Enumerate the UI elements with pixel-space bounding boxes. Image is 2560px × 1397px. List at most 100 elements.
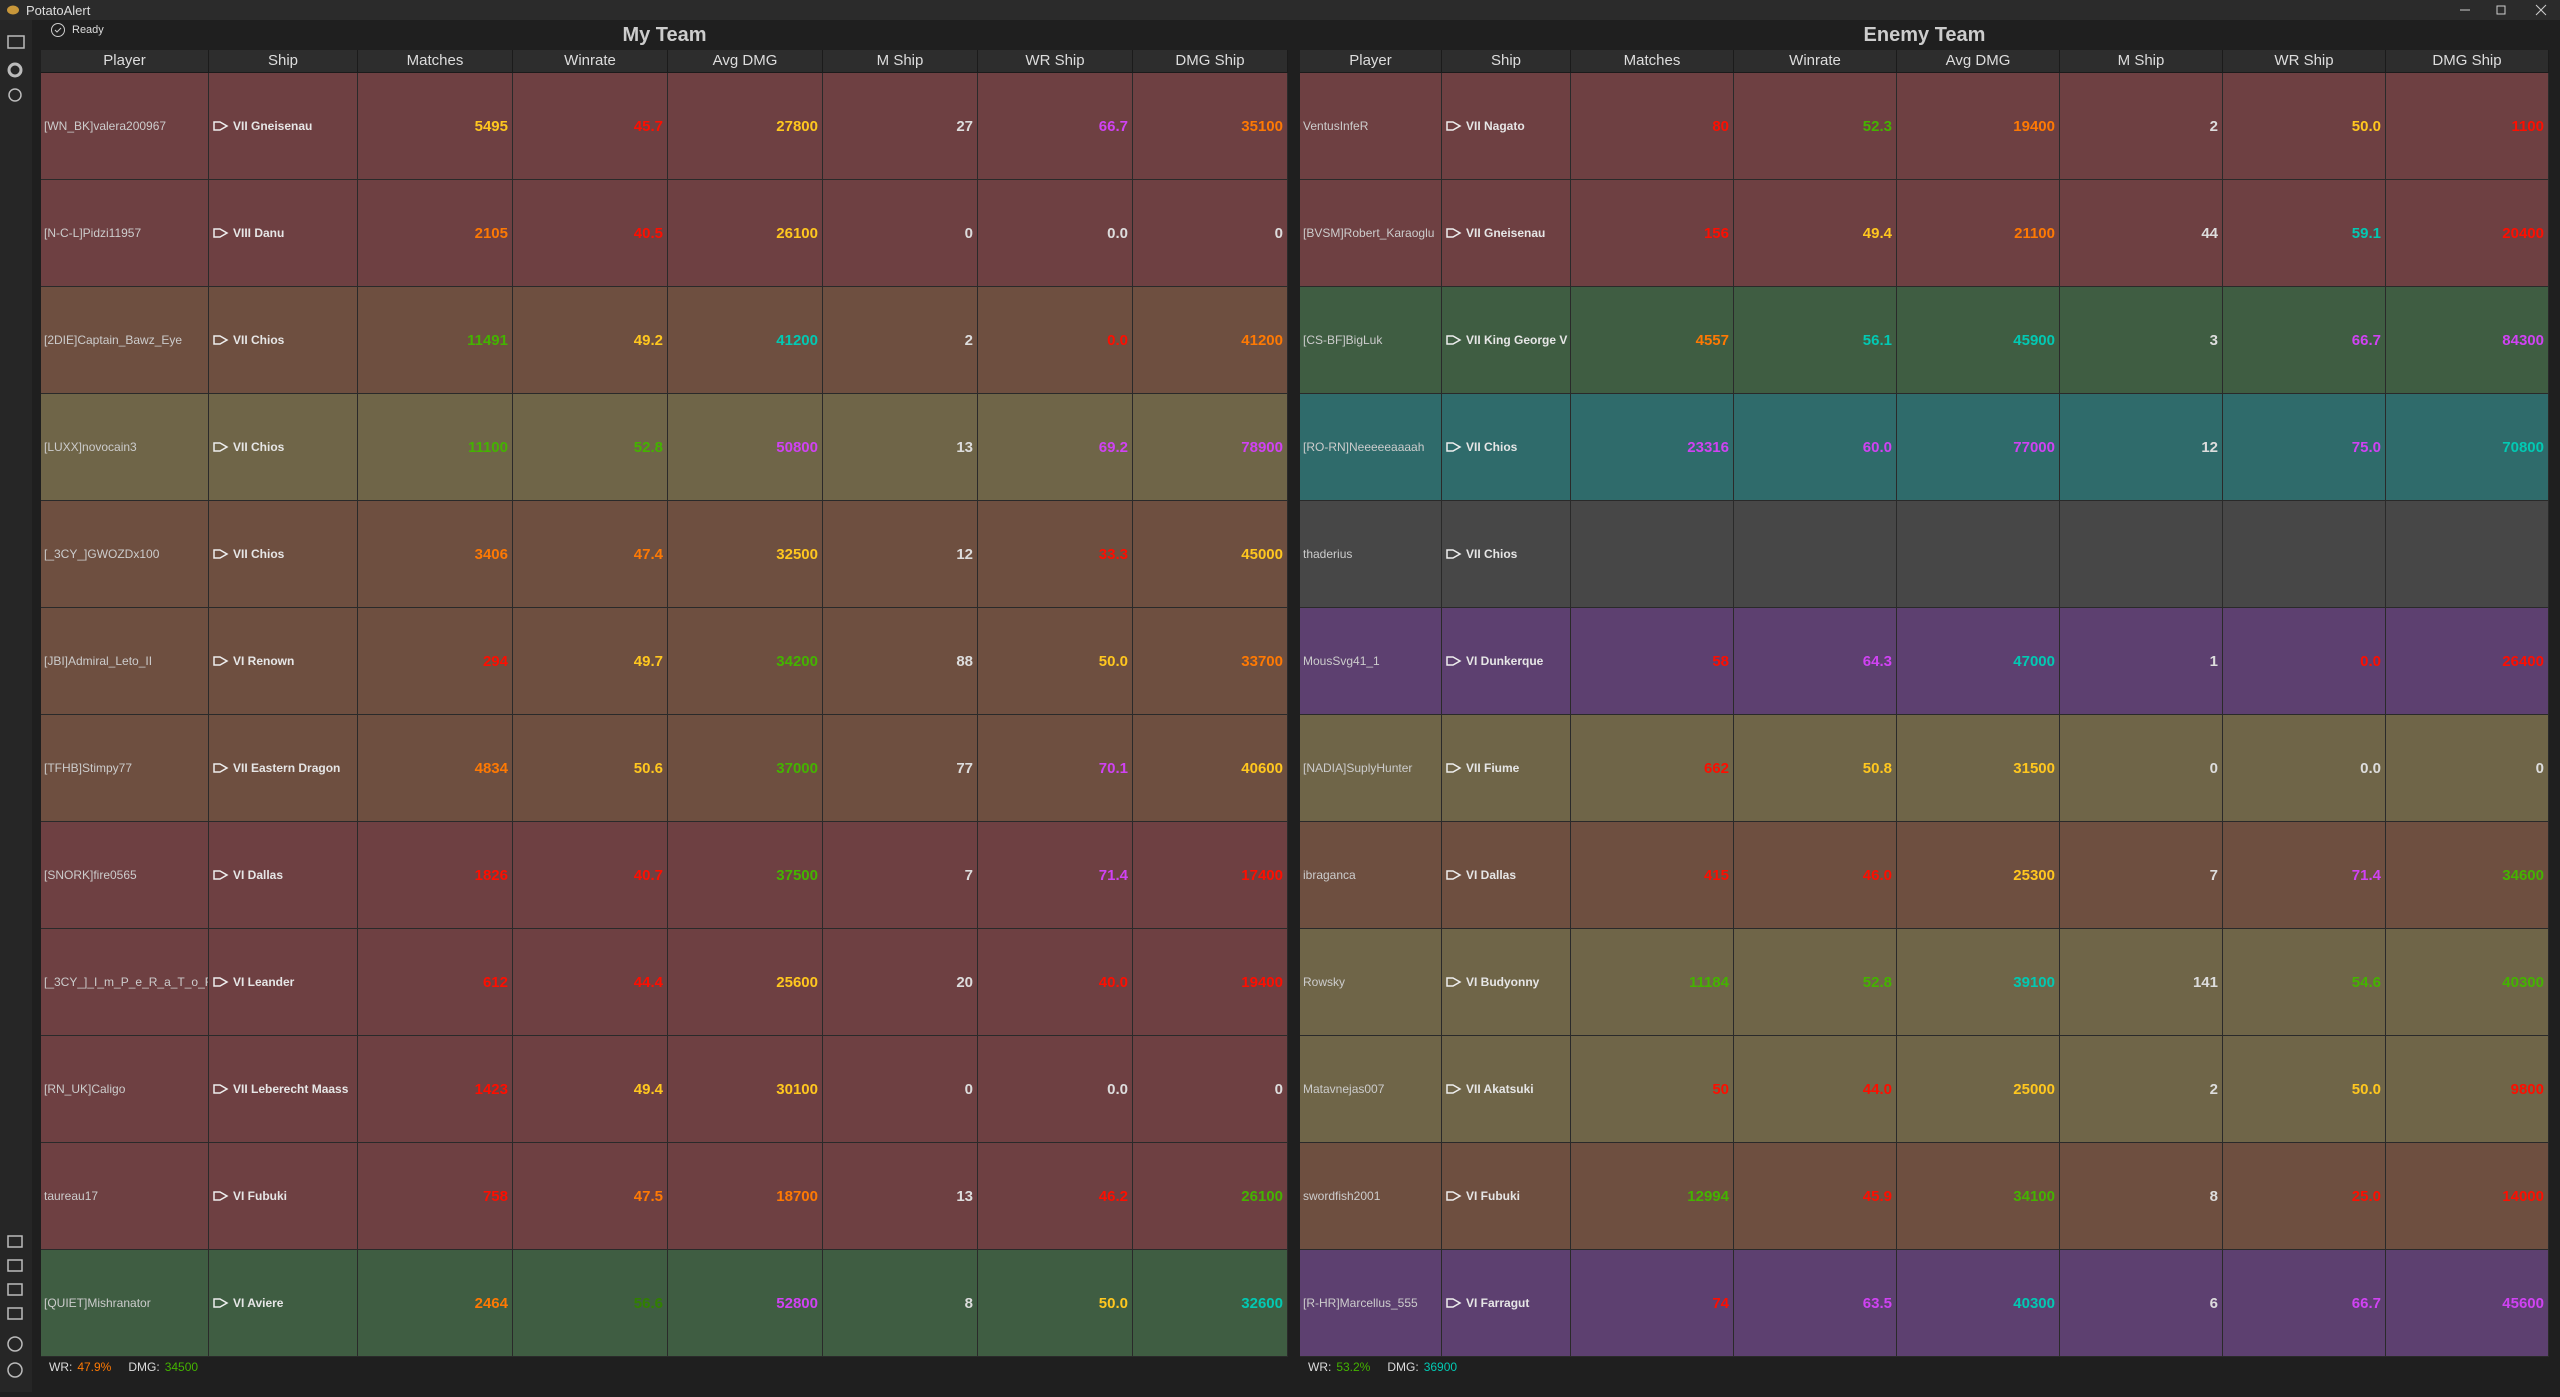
player-cell: VentusInfeR bbox=[1300, 73, 1442, 180]
stat-cell: 35100 bbox=[1133, 73, 1288, 180]
player-name: [TFHB]Stimpy77 bbox=[44, 761, 133, 775]
ship-class-icon bbox=[213, 442, 229, 452]
column-header: Ship bbox=[209, 50, 358, 73]
stat-cell: 32600 bbox=[1133, 1250, 1288, 1357]
stat-value: 40300 bbox=[2502, 973, 2544, 991]
stat-cell: 26100 bbox=[668, 180, 823, 287]
stat-value: 30100 bbox=[776, 1080, 818, 1098]
stat-cell: 0 bbox=[823, 180, 978, 287]
stat-value: 88 bbox=[956, 652, 973, 670]
stat-cell: 45.9 bbox=[1734, 1143, 1897, 1250]
stat-cell: 7 bbox=[823, 822, 978, 929]
sidebar-icons[interactable] bbox=[0, 20, 32, 1392]
stat-value: 40300 bbox=[2013, 1294, 2055, 1312]
stat-value: 66.7 bbox=[2351, 331, 2381, 349]
player-name: [RN_UK]Caligo bbox=[44, 1082, 126, 1096]
stat-cell bbox=[2060, 501, 2223, 608]
stat-value: 45.7 bbox=[633, 117, 663, 135]
stat-value: 0.0 bbox=[2360, 652, 2381, 670]
stat-cell: 11491 bbox=[358, 287, 513, 394]
ship-cell: VII Nagato bbox=[1442, 73, 1571, 180]
stat-value: 44.4 bbox=[633, 973, 663, 991]
stat-value: 25000 bbox=[2013, 1080, 2055, 1098]
window-controls[interactable] bbox=[2450, 0, 2560, 20]
stat-value: 26100 bbox=[1241, 1187, 1283, 1205]
stat-cell: 50.0 bbox=[978, 1250, 1133, 1357]
ship-cell: VI Farragut bbox=[1442, 1250, 1571, 1357]
ship-cell: VII Fiume bbox=[1442, 715, 1571, 822]
stat-cell: 25600 bbox=[668, 929, 823, 1036]
stat-cell: 8 bbox=[2060, 1143, 2223, 1250]
app-icon bbox=[7, 5, 19, 15]
ship-class-icon bbox=[213, 656, 229, 666]
stat-value: 6 bbox=[2209, 1294, 2218, 1312]
stat-value: 71.4 bbox=[1098, 866, 1128, 884]
stat-value: 0 bbox=[1274, 224, 1283, 242]
stat-cell: 1 bbox=[2060, 608, 2223, 715]
stat-value: 27800 bbox=[776, 117, 818, 135]
stat-cell: 64.3 bbox=[1734, 608, 1897, 715]
stat-value: 58 bbox=[1712, 652, 1729, 670]
player-name: [LUXX]novocain3 bbox=[44, 440, 137, 454]
ship-name: VI Farragut bbox=[1466, 1296, 1530, 1310]
player-cell: [RN_UK]Caligo bbox=[41, 1036, 209, 1143]
stat-value: 31500 bbox=[2013, 759, 2055, 777]
stat-cell: 25.0 bbox=[2223, 1143, 2386, 1250]
stat-cell: 46.2 bbox=[978, 1143, 1133, 1250]
player-name: [RO-RN]Neeeeeaaaah bbox=[1303, 440, 1425, 454]
stats-table: Player Ship Matches Winrate Avg DMG M Ship WR … bbox=[1300, 50, 2549, 1357]
stat-cell: 19400 bbox=[1133, 929, 1288, 1036]
ship-cell: VI Renown bbox=[209, 608, 358, 715]
stat-cell: 26100 bbox=[1133, 1143, 1288, 1250]
column-header: WR Ship bbox=[2223, 50, 2386, 73]
stat-cell: 88 bbox=[823, 608, 978, 715]
stat-value: 44.0 bbox=[1862, 1080, 1892, 1098]
stat-cell: 3 bbox=[2060, 287, 2223, 394]
stat-value: 0 bbox=[964, 1080, 973, 1098]
stat-cell: 0 bbox=[823, 1036, 978, 1143]
stat-cell: 45000 bbox=[1133, 501, 1288, 608]
ship-name: VII Fiume bbox=[1466, 761, 1520, 775]
column-header: Winrate bbox=[1734, 50, 1897, 73]
player-name: [N-C-L]Pidzi11957 bbox=[44, 226, 142, 240]
stat-cell: 415 bbox=[1571, 822, 1734, 929]
stat-value: 26100 bbox=[776, 224, 818, 242]
stat-cell: 0.0 bbox=[978, 180, 1133, 287]
ship-cell: VI Leander bbox=[209, 929, 358, 1036]
column-header: DMG Ship bbox=[1133, 50, 1288, 73]
team-title: My Team bbox=[622, 24, 707, 46]
footer-dmg: 36900 bbox=[1423, 1360, 1458, 1374]
stat-cell: 13 bbox=[823, 1143, 978, 1250]
stat-value: 49.7 bbox=[633, 652, 663, 670]
ship-class-icon bbox=[1446, 763, 1462, 773]
ship-cell: VII Chios bbox=[209, 501, 358, 608]
player-name: ibraganca bbox=[1303, 868, 1356, 882]
stat-value: 0 bbox=[2209, 759, 2218, 777]
ship-class-icon bbox=[213, 1084, 229, 1094]
ship-class-icon bbox=[1446, 1084, 1462, 1094]
stat-cell: 46.0 bbox=[1734, 822, 1897, 929]
player-cell: swordfish2001 bbox=[1300, 1143, 1442, 1250]
stat-value: 0.0 bbox=[1107, 1080, 1128, 1098]
stat-cell: 77 bbox=[823, 715, 978, 822]
status: Ready bbox=[50, 22, 104, 38]
stat-value: 7 bbox=[964, 866, 973, 884]
stat-cell: 40300 bbox=[2386, 929, 2549, 1036]
footer-wr: 47.9% bbox=[77, 1360, 112, 1374]
stat-cell: 47000 bbox=[1897, 608, 2060, 715]
stat-value: 80 bbox=[1712, 117, 1729, 135]
player-name: swordfish2001 bbox=[1303, 1189, 1381, 1203]
stat-value: 2 bbox=[2209, 117, 2218, 135]
player-name: [NADIA]SuplyHunter bbox=[1303, 761, 1413, 775]
stat-value: 46.2 bbox=[1098, 1187, 1128, 1205]
ship-cell: VII Akatsuki bbox=[1442, 1036, 1571, 1143]
stat-value: 612 bbox=[482, 973, 508, 991]
ship-cell: VII Gneisenau bbox=[209, 73, 358, 180]
stat-value: 47000 bbox=[2013, 652, 2055, 670]
stat-value: 66.7 bbox=[2351, 1294, 2381, 1312]
player-cell: [N-C-L]Pidzi11957 bbox=[41, 180, 209, 287]
stat-value: 11100 bbox=[467, 438, 508, 456]
stat-cell: 59.1 bbox=[2223, 180, 2386, 287]
stat-value: 9800 bbox=[2510, 1080, 2544, 1098]
